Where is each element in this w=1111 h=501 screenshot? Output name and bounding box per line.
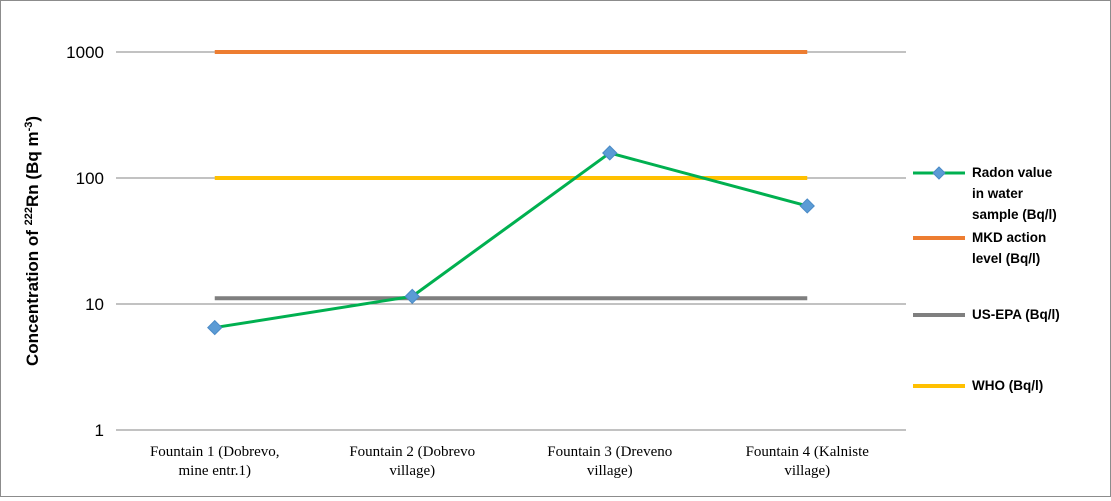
series-markers — [207, 145, 815, 336]
x-tick-label-3: Fountain 3 (Dreveno village) — [547, 444, 672, 479]
y-tick-label-100: 100 — [76, 169, 104, 188]
data-point-3 — [602, 145, 618, 161]
y-tick-label-1: 1 — [95, 421, 104, 440]
y-tick-label-1000: 1000 — [66, 43, 104, 62]
legend: Radon value in water sample (Bq/l) MKD acti… — [913, 165, 1060, 393]
x-axis-ticks: Fountain 1 (Dobrevo, mine entr.1) Fountain… — [150, 444, 869, 479]
x-tick-label-2: Fountain 2 (Dobrevo village) — [349, 444, 475, 479]
y-axis-title: Concentration of 222Rn (Bq m-3) — [23, 116, 42, 366]
y-tick-label-10: 10 — [85, 295, 104, 314]
x-tick-label-4: Fountain 4 (Kalniste village) — [746, 444, 870, 479]
legend-label-4: WHO (Bq/l) — [972, 378, 1043, 393]
legend-marker-1 — [932, 166, 946, 180]
x-tick-label-1: Fountain 1 (Dobrevo, mine entr.1) — [150, 444, 280, 479]
y-axis-ticks: 1 10 100 1000 — [66, 43, 104, 440]
data-point-2 — [404, 288, 420, 305]
legend-label-3: US-EPA (Bq/l) — [972, 307, 1060, 322]
legend-label-1: Radon value in water sample (Bq/l) — [972, 165, 1057, 222]
y-axis-label: Concentration of 222Rn (Bq m-3) — [23, 116, 42, 366]
legend-label-2: MKD action level (Bq/l) — [972, 230, 1046, 266]
gridlines — [116, 51, 906, 431]
data-point-1 — [207, 319, 223, 336]
series-line-1 — [214, 151, 808, 330]
series-lines — [214, 50, 808, 330]
data-point-4 — [799, 198, 815, 214]
